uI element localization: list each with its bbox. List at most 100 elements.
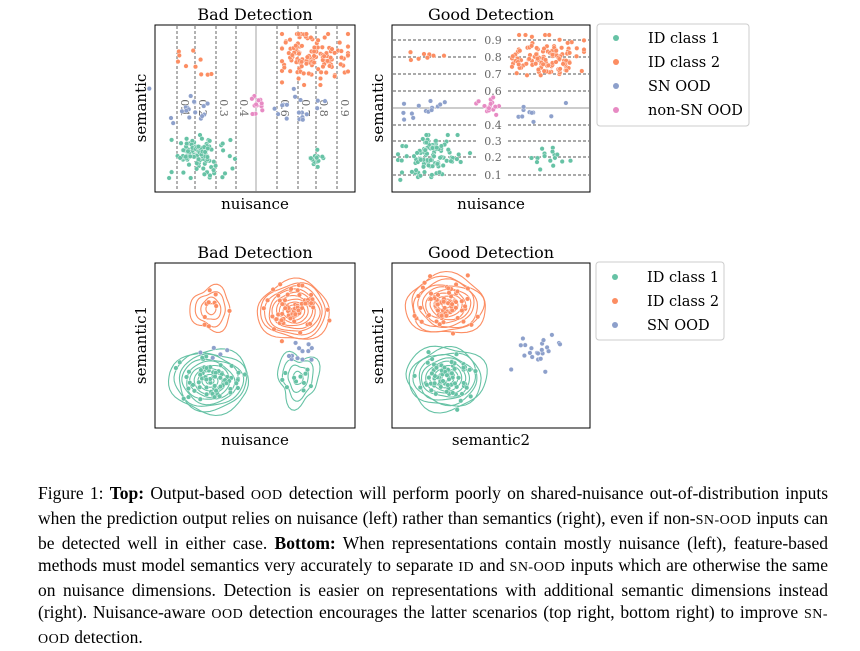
data-point: [541, 337, 547, 343]
data-point: [204, 391, 210, 397]
data-point: [345, 68, 351, 74]
data-point: [338, 48, 344, 54]
data-point: [180, 147, 186, 153]
data-point: [296, 110, 302, 116]
data-point: [318, 75, 324, 81]
x-axis-label: nuisance: [457, 195, 525, 213]
label-bg: [478, 51, 508, 63]
data-point: [306, 341, 312, 347]
data-point: [541, 46, 547, 52]
caption-bottom-label: Bottom:: [274, 533, 336, 553]
data-point: [550, 52, 556, 58]
data-point: [302, 301, 308, 307]
data-point: [564, 67, 570, 73]
data-point: [546, 32, 552, 38]
data-point: [468, 322, 474, 328]
data-point: [433, 138, 439, 144]
data-point: [281, 65, 287, 71]
data-point: [179, 108, 185, 114]
data-point: [520, 336, 526, 342]
x-axis-label: nuisance: [221, 195, 289, 213]
panel-bottom-right: Good Detection semantic2 semantic1: [369, 243, 591, 449]
data-point: [232, 156, 238, 162]
data-point: [308, 383, 314, 389]
data-point: [424, 55, 430, 61]
data-point: [229, 363, 235, 369]
data-point: [459, 391, 465, 397]
data-point: [199, 136, 205, 142]
caption-prefix: Figure 1:: [38, 483, 104, 503]
data-point: [559, 45, 565, 51]
contour-label: 0.4: [484, 119, 502, 132]
data-point: [298, 97, 304, 103]
data-point: [208, 71, 214, 77]
data-point: [399, 157, 405, 163]
data-point: [279, 79, 285, 85]
data-point: [433, 365, 439, 371]
data-point: [465, 272, 471, 278]
data-point: [211, 345, 217, 351]
data-point: [211, 394, 217, 400]
data-point: [437, 321, 443, 327]
data-point: [339, 55, 345, 61]
legend-marker: [612, 322, 618, 328]
data-point: [301, 387, 307, 393]
legend-label: ID class 1: [648, 31, 720, 47]
data-point: [300, 357, 306, 363]
data-point: [296, 292, 302, 298]
density-contour: [167, 348, 250, 417]
data-point: [198, 57, 204, 63]
data-point: [449, 370, 455, 376]
density-contour: [189, 283, 231, 333]
data-point: [458, 159, 464, 165]
data-point: [345, 52, 351, 58]
data-point: [315, 98, 321, 104]
data-point: [431, 153, 437, 159]
data-point: [314, 155, 320, 161]
data-point: [212, 374, 218, 380]
data-point: [486, 105, 492, 111]
y-axis-label: semantic: [132, 74, 150, 143]
data-point: [467, 367, 473, 373]
data-point: [297, 330, 303, 336]
data-point: [429, 107, 435, 113]
data-point: [440, 162, 446, 168]
data-point: [196, 156, 202, 162]
data-point: [296, 51, 302, 57]
data-point: [202, 314, 208, 320]
data-point: [226, 308, 232, 314]
data-point: [227, 153, 233, 159]
data-point: [207, 287, 213, 293]
data-point: [557, 341, 563, 347]
data-point: [441, 299, 447, 305]
data-point: [523, 61, 529, 67]
data-point: [307, 321, 313, 327]
data-point: [217, 375, 223, 381]
data-point: [404, 153, 410, 159]
data-point: [188, 93, 194, 99]
data-point: [529, 34, 535, 40]
contour-label: 0.7: [484, 68, 502, 81]
data-point: [559, 158, 565, 164]
data-point: [537, 166, 543, 172]
data-point: [535, 56, 541, 62]
data-point: [446, 290, 452, 296]
data-point: [188, 175, 194, 181]
data-point: [295, 287, 301, 293]
data-point: [508, 367, 514, 373]
data-point: [177, 155, 183, 161]
data-point: [197, 396, 203, 402]
data-point: [414, 150, 420, 156]
data-point: [444, 372, 450, 378]
data-point: [328, 55, 334, 61]
x-axis-label: nuisance: [221, 431, 289, 449]
density-contour: [263, 284, 323, 336]
data-point: [279, 377, 285, 383]
legend-marker: [613, 59, 619, 65]
data-point: [249, 111, 255, 117]
data-point: [428, 387, 434, 393]
density-contour: [411, 275, 485, 333]
caption-acronym: OOD: [250, 488, 283, 503]
data-point: [185, 394, 191, 400]
data-point: [299, 63, 305, 69]
